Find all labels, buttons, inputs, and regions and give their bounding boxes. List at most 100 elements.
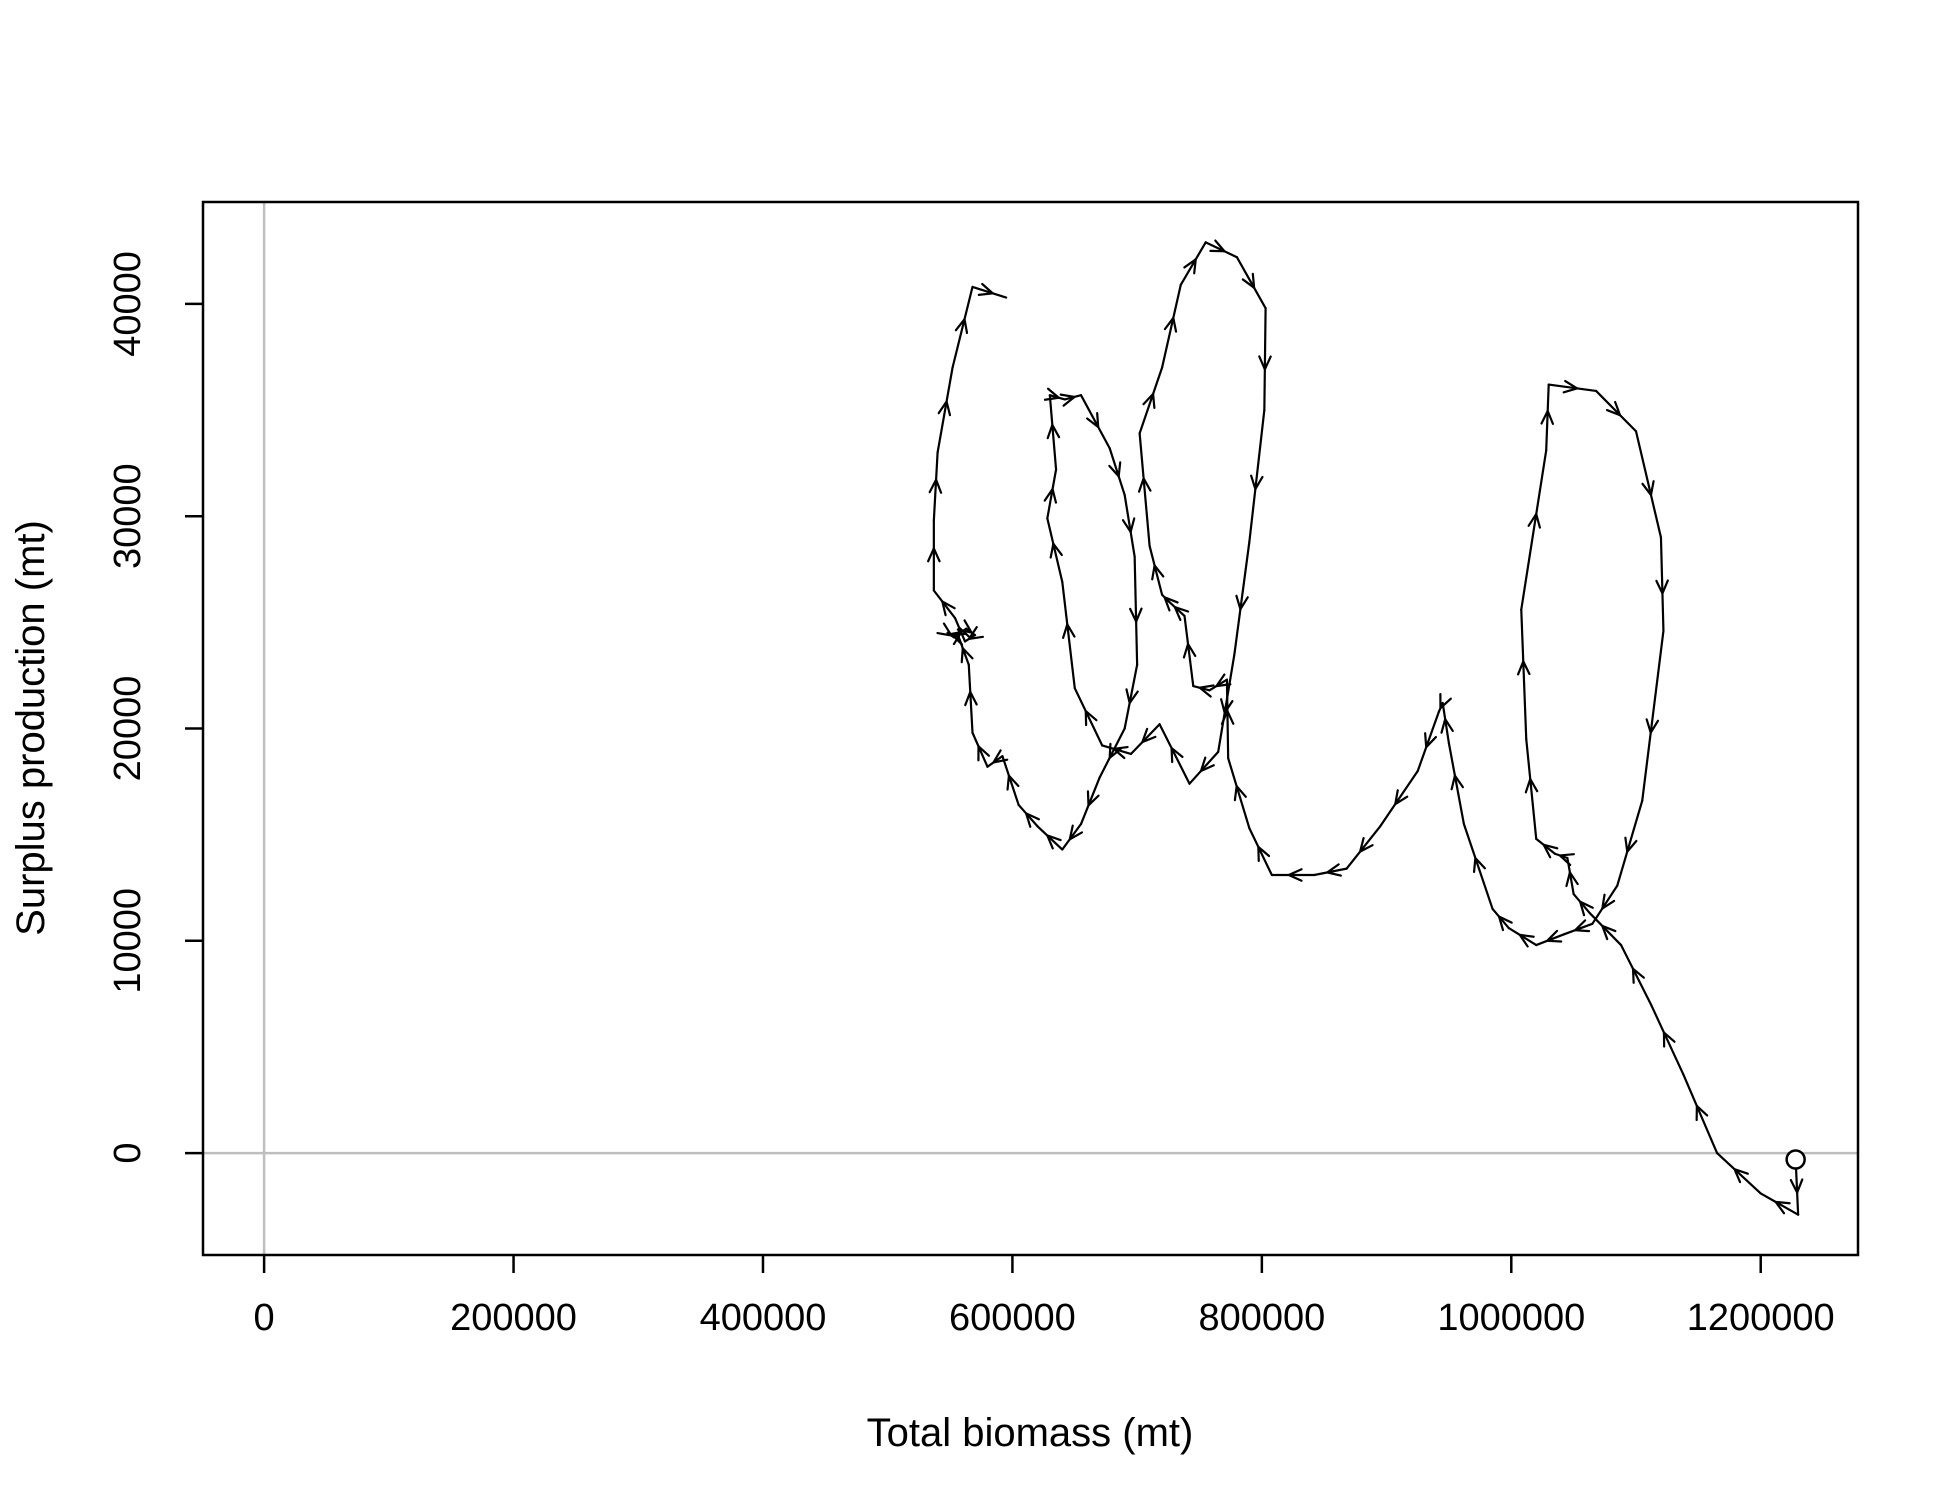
trajectory-segment [1183,614,1195,688]
trajectory-segment [1204,241,1239,259]
trajectory-arrowhead [1424,732,1437,750]
trajectory-arrowhead [937,398,952,417]
trajectory-arrowhead [1472,855,1486,874]
trajectory-arrowhead [1182,641,1197,659]
trajectory-arrowhead [1125,688,1139,706]
trajectory-segment [1017,803,1039,828]
trajectory-arrowhead [1199,756,1215,773]
trajectory-arrowhead [1393,789,1409,807]
y-tick-label: 40000 [107,251,149,357]
trajectory-line [927,239,1804,1216]
trajectory-segment [1520,608,1528,741]
trajectory-segment [1634,430,1663,539]
y-tick-label: 10000 [107,888,149,994]
trajectory-segment [1462,822,1494,911]
trajectory-segment [932,451,939,522]
trajectory-arrowhead [1358,836,1374,854]
trajectory-segment [1441,701,1451,745]
trajectory-arrowhead [957,624,971,643]
trajectory-segment [1547,383,1598,393]
trajectory-arrowhead [928,476,943,494]
trajectory-arrowhead [1562,379,1580,394]
trajectory-segment [1079,394,1111,450]
trajectory-segment [1227,757,1251,830]
trajectory-arrowhead [1257,844,1271,863]
trajectory-segment [1535,933,1565,947]
trajectory-arrowhead [1572,919,1591,933]
trajectory-arrowhead [1439,693,1452,711]
x-tick-label: 1200000 [1687,1297,1835,1339]
trajectory-arrowhead [964,689,978,707]
y-axis: 0 10000 20000 30000 40000 [107,251,203,1164]
trajectory-segment [1507,926,1538,947]
trajectory-arrowhead [1544,929,1563,943]
trajectory-segment [1416,710,1441,773]
x-tick-label: 800000 [1198,1297,1325,1339]
start-marker [1785,1149,1806,1170]
trajectory-arrowhead [1732,1167,1749,1184]
trajectory-segment [1048,394,1058,471]
trajectory-segment [1591,884,1619,925]
trajectory-segment [1158,723,1191,785]
trajectory-arrowhead [1162,595,1179,612]
trajectory-arrowhead [1527,511,1541,529]
trajectory-arrowhead [1121,517,1136,535]
trajectory-arrowhead [1516,658,1531,676]
x-tick-label: 600000 [949,1297,1076,1339]
trajectory-arrowhead [1045,833,1062,850]
start-point-circle [1785,1149,1806,1170]
trajectory-arrowhead [1695,1103,1709,1122]
trajectory-arrowhead [1641,480,1655,498]
trajectory-arrowhead [1140,727,1157,745]
trajectory-segment [1588,912,1623,947]
trajectory-arrowhead [1220,698,1234,716]
trajectory-segment [936,366,954,454]
trajectory-arrowhead [1197,684,1215,698]
trajectory-segment [1108,447,1126,497]
trajectory-segment [1248,408,1266,543]
y-tick-label: 20000 [107,676,149,782]
trajectory-segment [1036,825,1064,851]
trajectory-arrowhead [977,743,990,762]
trajectory-arrowhead [1497,914,1513,932]
trajectory-arrowhead [1043,486,1058,504]
trajectory-arrowhead [1605,400,1622,418]
trajectory-arrowhead [1006,773,1020,791]
trajectory-arrowhead [1086,790,1100,808]
x-axis: 0 200000 400000 600000 800000 1000000 1200000 [254,1255,1835,1339]
trajectory-arrowhead [1773,1200,1791,1215]
trajectory-segment [1217,653,1236,753]
trajectory-segment [1263,307,1267,412]
trajectory-segment [932,589,957,620]
trajectory-segment [1101,744,1132,756]
trajectory-arrowhead [1137,475,1152,493]
trajectory-arrowhead [1631,966,1645,984]
trajectory-arrowhead [1524,776,1539,794]
trajectory-segment [1379,769,1419,828]
trajectory-arrowhead [1565,869,1579,888]
trajectory-arrowhead [1049,541,1063,559]
trajectory-arrowhead [1440,716,1454,734]
trajectory-segment [1098,727,1126,779]
trajectory-segment [1046,517,1064,584]
trajectory-segment [1233,540,1251,656]
trajectory-segment [967,663,974,734]
trajectory-arrowhead [1645,718,1660,736]
trajectory-arrowhead [1600,893,1616,911]
trajectory-arrowhead [1450,772,1464,791]
trajectory-arrowhead [1250,474,1264,492]
trajectory-arrowhead [1233,783,1247,802]
trajectory-segment [1594,389,1638,433]
trajectory-segment [1248,827,1273,877]
trajectory-segment [1188,750,1220,785]
trajectory-segment [1659,536,1665,632]
trajectory-arrowhead [1062,621,1076,639]
trajectory-arrowhead [1324,863,1342,877]
trajectory-segment [951,285,974,369]
trajectory-segment [1046,468,1058,520]
trajectory-arrowhead [977,282,996,296]
trajectory-segment [1345,825,1382,870]
trajectory-arrowhead [1163,315,1178,333]
trajectory-arrowhead [1258,355,1272,372]
trajectory-segment [971,731,989,768]
